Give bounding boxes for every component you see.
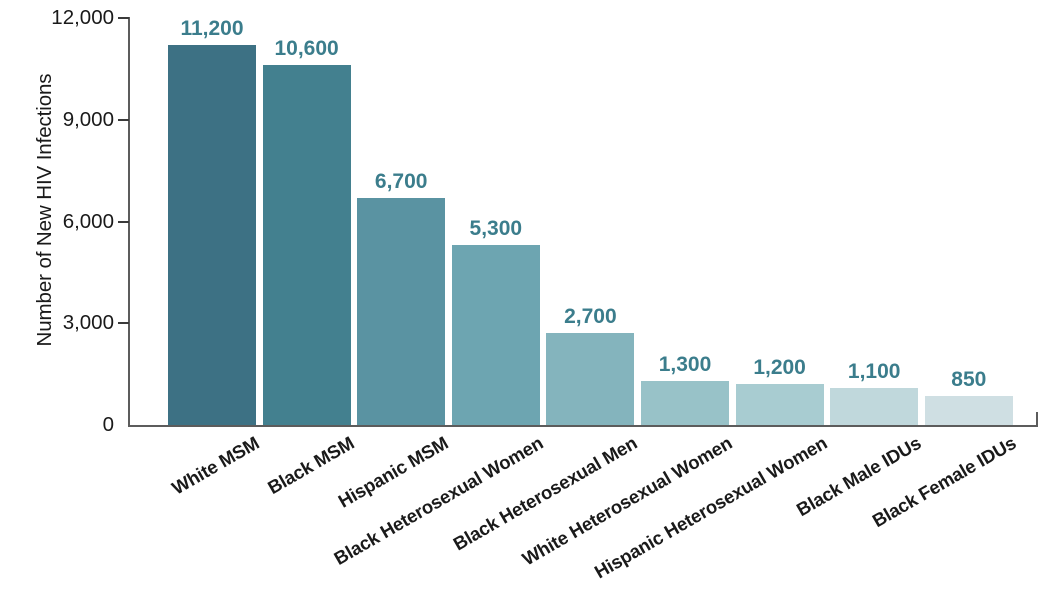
- bar[interactable]: [546, 333, 635, 425]
- y-tick-mark-3000: [118, 322, 129, 325]
- bar-value-label: 6,700: [374, 169, 428, 193]
- x-axis-category-label: White MSM: [168, 432, 263, 499]
- y-tick-label-12000: 12,000: [51, 6, 114, 29]
- bar[interactable]: [357, 197, 446, 425]
- bar[interactable]: [830, 387, 919, 425]
- bar-value-label: 11,200: [180, 17, 244, 41]
- bar[interactable]: [262, 65, 351, 425]
- bar-value-label: 2,700: [564, 305, 617, 329]
- y-tick-label-6000: 6,000: [62, 209, 114, 233]
- y-tick-label-9000: 9,000: [62, 107, 114, 131]
- bar-value-label: 1,100: [847, 359, 901, 383]
- x-axis-end-tick: [1036, 412, 1038, 427]
- y-tick-mark-9000: [118, 118, 129, 121]
- bar[interactable]: [641, 380, 729, 425]
- bar-value-label: 1,300: [658, 352, 712, 376]
- y-axis-tick-labels: 12,000 9,000 6,000 3,000 0: [0, 0, 122, 591]
- bar-value-label: 5,300: [469, 217, 523, 241]
- y-tick-label-3000: 3,000: [62, 311, 114, 335]
- y-tick-mark-6000: [118, 220, 129, 223]
- bar-value-label: 850: [951, 368, 987, 392]
- bar[interactable]: [168, 45, 256, 425]
- bar-value-label: 1,200: [753, 356, 806, 380]
- bar[interactable]: [735, 384, 824, 425]
- bar[interactable]: [451, 245, 540, 425]
- bar-value-label: 10,600: [274, 37, 339, 61]
- y-axis-line: [128, 17, 130, 426]
- x-axis-line: [128, 425, 1038, 427]
- bar[interactable]: [924, 396, 1013, 425]
- y-tick-mark-12000: [118, 17, 129, 19]
- y-tick-label-0: 0: [102, 413, 114, 436]
